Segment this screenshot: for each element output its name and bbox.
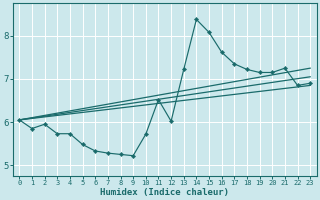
X-axis label: Humidex (Indice chaleur): Humidex (Indice chaleur) bbox=[100, 188, 229, 197]
